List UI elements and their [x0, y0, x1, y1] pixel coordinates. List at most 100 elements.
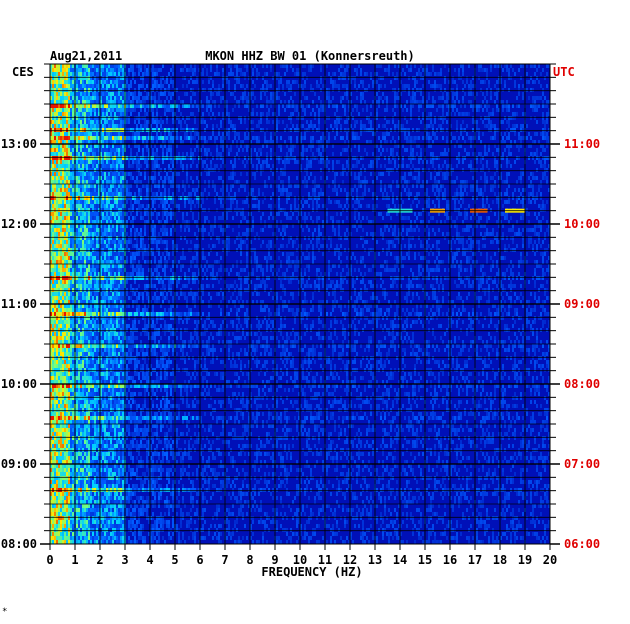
spectrogram-cell: [106, 112, 108, 116]
spectrogram-cell: [238, 180, 240, 184]
spectrogram-cell: [68, 128, 70, 132]
spectrogram-cell: [58, 224, 60, 228]
spectrogram-cell: [128, 88, 130, 92]
spectrogram-cell: [348, 164, 350, 168]
right-timezone-label: UTC: [553, 65, 575, 79]
spectrogram-cell: [182, 156, 184, 160]
spectrogram-cell: [80, 148, 82, 152]
spectrogram-cell: [536, 156, 538, 160]
spectrogram-cell: [488, 216, 490, 220]
spectrogram-cell: [262, 212, 264, 216]
spectrogram-cell: [306, 224, 308, 228]
spectrogram-cell: [100, 100, 102, 104]
spectrogram-cell: [172, 196, 174, 200]
spectrogram-cell: [50, 84, 52, 88]
spectrogram-cell: [416, 224, 418, 228]
spectrogram-cell: [416, 184, 418, 188]
spectrogram-cell: [268, 108, 270, 112]
spectrogram-cell: [330, 124, 332, 128]
spectrogram-cell: [142, 104, 144, 108]
spectrogram-cell: [86, 96, 88, 100]
spectrogram-cell: [492, 184, 494, 188]
spectrogram-cell: [196, 220, 198, 224]
spectrogram-cell: [132, 96, 134, 100]
spectrogram-cell: [192, 180, 194, 184]
spectrogram-cell: [240, 140, 242, 144]
spectrogram-cell: [532, 196, 534, 200]
spectrogram-cell: [54, 176, 56, 180]
spectrogram-cell: [78, 156, 80, 160]
spectrogram-cell: [356, 68, 358, 72]
spectrogram-cell: [72, 188, 74, 192]
spectrogram-cell: [156, 88, 158, 92]
spectrogram-cell: [204, 168, 206, 172]
spectrogram-cell: [194, 204, 196, 208]
spectrogram-cell: [164, 80, 166, 84]
spectrogram-cell: [494, 128, 496, 132]
spectrogram-cell: [486, 100, 488, 104]
spectrogram-cell: [256, 112, 258, 116]
spectrogram-cell: [102, 112, 104, 116]
spectrogram-cell: [208, 192, 210, 196]
spectrogram-cell: [66, 164, 68, 168]
spectrogram-cell: [52, 152, 54, 156]
spectrogram-cell: [416, 80, 418, 84]
spectrogram-cell: [340, 100, 342, 104]
spectrogram-cell: [518, 68, 520, 72]
spectrogram-cell: [118, 208, 120, 212]
spectrogram-cell: [280, 64, 282, 68]
spectrogram-cell: [122, 172, 124, 176]
spectrogram-cell: [58, 84, 60, 88]
spectrogram-cell: [156, 152, 158, 156]
spectrogram-cell: [162, 140, 164, 144]
spectrogram-cell: [310, 156, 312, 160]
spectrogram-cell: [360, 220, 362, 224]
spectrogram-cell: [186, 224, 188, 228]
spectrogram-cell: [116, 128, 118, 132]
spectrogram-cell: [546, 132, 548, 136]
spectrogram-cell: [246, 100, 248, 104]
spectrogram-cell: [120, 208, 122, 212]
spectrogram-cell: [326, 212, 328, 216]
spectrogram-cell: [444, 160, 446, 164]
spectrogram-cell: [294, 80, 296, 84]
spectrogram-cell: [242, 184, 244, 188]
spectrogram-cell: [116, 140, 118, 144]
spectrogram-cell: [80, 92, 82, 96]
spectrogram-cell: [140, 192, 142, 196]
spectrogram-cell: [400, 104, 402, 108]
spectrogram-cell: [248, 204, 250, 208]
spectrogram-cell: [134, 144, 136, 148]
spectrogram-cell: [54, 188, 56, 192]
spectrogram-cell: [72, 128, 74, 132]
spectrogram-cell: [226, 212, 228, 216]
spectrogram-cell: [336, 192, 338, 196]
spectrogram-cell: [126, 220, 128, 224]
spectrogram-cell: [68, 88, 70, 92]
spectrogram-cell: [318, 204, 320, 208]
spectrogram-cell: [270, 136, 272, 140]
spectrogram-cell: [440, 168, 442, 172]
spectrogram-cell: [390, 184, 392, 188]
spectrogram-cell: [50, 200, 52, 204]
spectrogram-cell: [282, 184, 284, 188]
spectrogram-cell: [500, 212, 502, 216]
spectrogram-cell: [82, 96, 84, 100]
spectrogram-cell: [122, 196, 124, 200]
spectrogram-cell: [84, 224, 86, 228]
spectrogram-cell: [308, 64, 310, 68]
spectrogram-cell: [546, 100, 548, 104]
spectrogram-cell: [452, 80, 454, 84]
spectrogram-cell: [76, 188, 78, 192]
spectrogram-cell: [456, 88, 458, 92]
spectrogram-cell: [148, 192, 150, 196]
spectrogram-cell: [210, 108, 212, 112]
spectrogram-cell: [100, 156, 102, 160]
spectrogram-cell: [518, 144, 520, 148]
spectrogram-cell: [64, 108, 66, 112]
spectrogram-cell: [514, 124, 516, 128]
spectrogram-cell: [380, 188, 382, 192]
spectrogram-cell: [378, 156, 380, 160]
spectrogram-cell: [82, 104, 84, 108]
spectrogram-cell: [210, 68, 212, 72]
